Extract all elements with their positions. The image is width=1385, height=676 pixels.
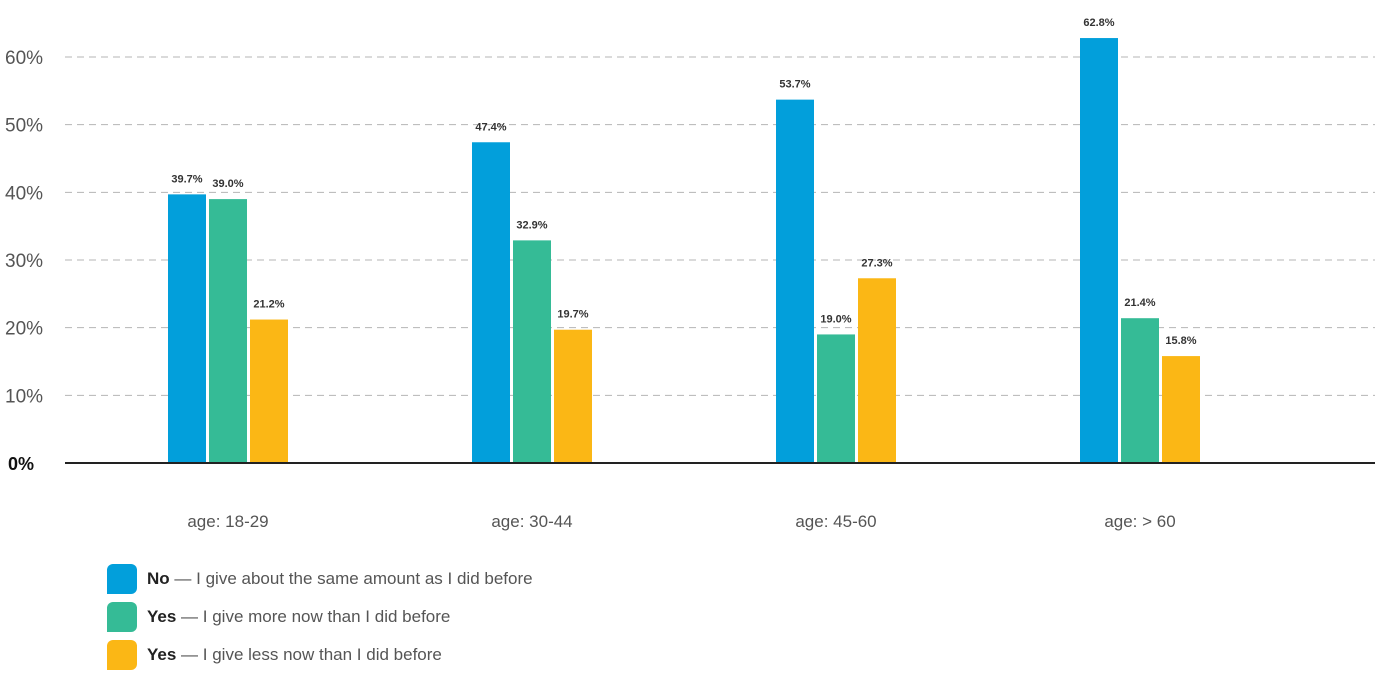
- bar-value-label: 62.8%: [1083, 17, 1114, 29]
- bars: 39.7% 39.0% 21.2% 47.4% 32.9% 19.7% 53.7% 19.0%…: [168, 17, 1200, 463]
- bar: [554, 329, 592, 463]
- legend-label-bold: No: [147, 569, 170, 588]
- bar: [513, 240, 551, 463]
- y-tick-label: 30%: [5, 251, 43, 272]
- legend-label: Yes — I give less now than I did before: [147, 645, 442, 665]
- bar-value-label: 19.7%: [557, 309, 588, 321]
- bar: [168, 194, 206, 463]
- legend-label: No — I give about the same amount as I d…: [147, 569, 533, 589]
- legend: No — I give about the same amount as I d…: [107, 562, 533, 676]
- bar-value-label: 15.8%: [1165, 335, 1196, 347]
- legend-item-yes-more: Yes — I give more now than I did before: [107, 600, 533, 634]
- y-tick-label: 60%: [5, 48, 43, 69]
- legend-label-bold: Yes: [147, 607, 177, 626]
- legend-label-text: I give more now than I did before: [202, 607, 451, 626]
- legend-swatch-green: [107, 602, 137, 632]
- bar: [858, 278, 896, 463]
- x-tick-label: age: 18-29: [187, 512, 268, 531]
- bar: [817, 334, 855, 463]
- legend-label-dash: —: [174, 569, 192, 588]
- legend-label-text: I give about the same amount as I did be…: [196, 569, 533, 588]
- x-tick-label: age: 30-44: [491, 512, 572, 531]
- legend-swatch-yellow: [107, 640, 137, 670]
- y-tick-label: 0%: [8, 454, 34, 474]
- bar-value-label: 27.3%: [861, 257, 892, 269]
- legend-label-bold: Yes: [147, 645, 177, 664]
- legend-label-dash: —: [181, 607, 199, 626]
- bar: [1121, 318, 1159, 463]
- bar-value-label: 39.0%: [212, 178, 243, 190]
- y-tick-label: 50%: [5, 116, 43, 137]
- x-tick-label: age: > 60: [1104, 512, 1175, 531]
- bar: [1162, 356, 1200, 463]
- bar-value-label: 32.9%: [516, 219, 547, 231]
- legend-label: Yes — I give more now than I did before: [147, 607, 450, 627]
- x-axis: age: 18-29 age: 30-44 age: 45-60 age: > 60: [65, 462, 1375, 531]
- legend-label-text: I give less now than I did before: [202, 645, 442, 664]
- bar-value-label: 53.7%: [779, 79, 810, 91]
- bar: [776, 99, 814, 463]
- bar: [250, 319, 288, 463]
- bar: [472, 142, 510, 463]
- y-tick-label: 20%: [5, 319, 43, 340]
- legend-label-dash: —: [181, 645, 199, 664]
- x-tick-label: age: 45-60: [795, 512, 876, 531]
- bar-value-label: 19.0%: [820, 313, 851, 325]
- y-tick-label: 40%: [5, 183, 43, 204]
- legend-item-yes-less: Yes — I give less now than I did before: [107, 638, 533, 672]
- y-axis: 0% 10% 20% 30% 40% 50% 60%: [5, 48, 43, 474]
- legend-swatch-blue: [107, 564, 137, 594]
- legend-item-no-same: No — I give about the same amount as I d…: [107, 562, 533, 596]
- bar-value-label: 47.4%: [475, 121, 506, 133]
- bar-value-label: 39.7%: [171, 173, 202, 185]
- bar: [209, 199, 247, 463]
- bar-value-label: 21.4%: [1124, 297, 1155, 309]
- bar-value-label: 21.2%: [253, 299, 284, 311]
- y-tick-label: 10%: [5, 386, 43, 407]
- bar: [1080, 38, 1118, 463]
